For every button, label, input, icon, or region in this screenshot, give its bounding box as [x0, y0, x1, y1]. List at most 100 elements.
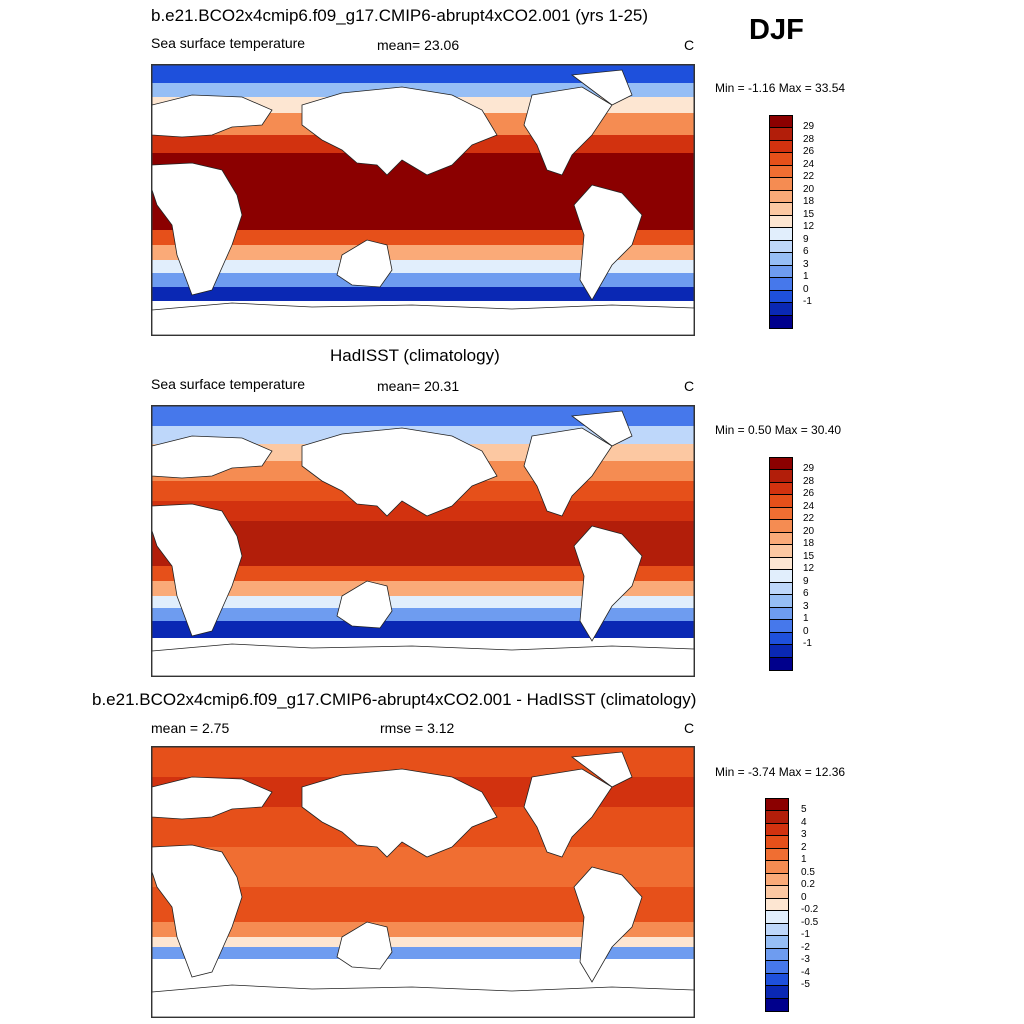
- panel2-minmax-label: Min = 0.50 Max = 30.40: [715, 423, 842, 437]
- colorbar-swatch: [766, 986, 788, 999]
- colorbar-swatch: [770, 278, 792, 291]
- colorbar-swatch: [770, 140, 792, 154]
- panel1-variable-label: Sea surface temperature: [151, 35, 306, 51]
- sst-band: [152, 608, 694, 621]
- colorbar-tick-label: 24: [803, 158, 815, 170]
- panel1-units-label: C: [684, 37, 695, 53]
- land-outline: [573, 866, 643, 983]
- colorbar-tick-label: 28: [803, 475, 815, 487]
- panel2-title: HadISST (climatology): [330, 346, 500, 365]
- colorbar-tick-label: 1: [803, 271, 809, 283]
- colorbar-tick-label: 2: [801, 841, 807, 853]
- antarctica-outline: [152, 302, 694, 335]
- colorbar-swatch: [766, 936, 788, 949]
- panel2-map: [151, 405, 695, 677]
- colorbar-swatch: [766, 948, 788, 962]
- colorbar-tick-label: 29: [803, 121, 815, 133]
- colorbar-tick-label: 15: [803, 550, 815, 562]
- colorbar-tick-label: 6: [803, 588, 809, 600]
- colorbar-tick-label: 18: [803, 196, 815, 208]
- colorbar-tick-label: 26: [803, 146, 815, 158]
- colorbar-swatch: [770, 265, 792, 279]
- colorbar-tick-label: 29: [803, 463, 815, 475]
- sst-band: [152, 245, 694, 260]
- colorbar-swatch: [770, 557, 792, 571]
- colorbar-swatch: [770, 582, 792, 596]
- colorbar-swatch: [770, 482, 792, 496]
- panel1-minmax-label: Min = -1.16 Max = 33.54: [715, 81, 846, 95]
- land-outline: [573, 184, 643, 301]
- panel1-title: b.e21.BCO2x4cmip6.f09_g17.CMIP6-abrupt4x…: [151, 6, 649, 25]
- colorbar-swatch: [770, 215, 792, 229]
- colorbar-swatch: [766, 911, 788, 924]
- colorbar-tick-label: 0: [803, 283, 809, 295]
- land-outline: [152, 844, 243, 978]
- colorbar-tick-label: 1: [801, 854, 807, 866]
- land-outline: [301, 86, 498, 176]
- colorbar-swatch: [766, 923, 788, 937]
- colorbar-swatch: [766, 861, 788, 874]
- land-outline: [152, 435, 273, 479]
- land-outline: [152, 503, 243, 637]
- sst-band: [152, 596, 694, 608]
- colorbar-tick-label: 0.2: [801, 879, 815, 891]
- sst-band: [152, 65, 694, 83]
- colorbar-tick-label: 12: [803, 221, 815, 233]
- sst-band: [152, 230, 694, 245]
- colorbar-swatch: [770, 240, 792, 254]
- colorbar-tick-label: 3: [803, 600, 809, 612]
- colorbar-tick-label: 0: [803, 625, 809, 637]
- colorbar-tick-label: -0.5: [801, 916, 819, 928]
- panel3-map: [151, 746, 695, 1018]
- land-outline: [523, 86, 613, 176]
- panel2-mean-label: mean= 20.31: [377, 378, 460, 394]
- colorbar-swatch: [766, 973, 788, 987]
- colorbar-tick-label: 20: [803, 525, 815, 537]
- colorbar-swatch: [770, 657, 792, 670]
- colorbar-tick-label: -3: [801, 954, 810, 966]
- colorbar-tick-label: 4: [801, 816, 807, 828]
- land-outline: [570, 751, 633, 788]
- colorbar-swatch: [770, 607, 792, 621]
- colorbar-tick-label: -1: [803, 296, 812, 308]
- colorbar-tick-label: 12: [803, 563, 815, 575]
- sst-band: [152, 621, 694, 638]
- land-outline: [336, 239, 393, 288]
- colorbar-tick-label: 9: [803, 575, 809, 587]
- sst-band: [152, 273, 694, 287]
- colorbar-swatch: [770, 253, 792, 266]
- colorbar-swatch: [766, 799, 788, 812]
- colorbar-swatch: [770, 507, 792, 521]
- sst-band: [152, 566, 694, 581]
- land-outline: [523, 768, 613, 858]
- colorbar-swatch: [770, 128, 792, 141]
- panel3-rmse-label: rmse = 3.12: [380, 720, 455, 736]
- antarctica-outline: [152, 643, 694, 676]
- colorbar-swatch: [766, 823, 788, 837]
- colorbar-swatch: [770, 570, 792, 583]
- colorbar-tick-label: 28: [803, 133, 815, 145]
- colorbar-swatch: [770, 228, 792, 241]
- colorbar-swatch: [770, 290, 792, 304]
- colorbar-tick-label: 22: [803, 171, 815, 183]
- panel2-variable-label: Sea surface temperature: [151, 376, 306, 392]
- colorbar-swatch: [766, 998, 788, 1011]
- sst-band: [152, 922, 694, 937]
- land-outline: [336, 580, 393, 629]
- land-outline: [301, 427, 498, 517]
- panel3-minmax-label: Min = -3.74 Max = 12.36: [715, 765, 846, 779]
- land-outline: [573, 525, 643, 642]
- colorbar-swatch: [770, 153, 792, 166]
- colorbar-tick-label: 20: [803, 183, 815, 195]
- land-outline: [523, 427, 613, 517]
- colorbar-swatch: [770, 116, 792, 129]
- colorbar-swatch: [770, 495, 792, 508]
- land-outline: [336, 921, 393, 970]
- season-label: DJF: [749, 14, 804, 46]
- land-outline: [570, 410, 633, 447]
- colorbar-swatch: [766, 873, 788, 887]
- land-outline: [152, 162, 243, 296]
- panel3-mean-label: mean = 2.75: [151, 720, 230, 736]
- colorbar-swatch: [770, 595, 792, 608]
- panel2-units-label: C: [684, 378, 695, 394]
